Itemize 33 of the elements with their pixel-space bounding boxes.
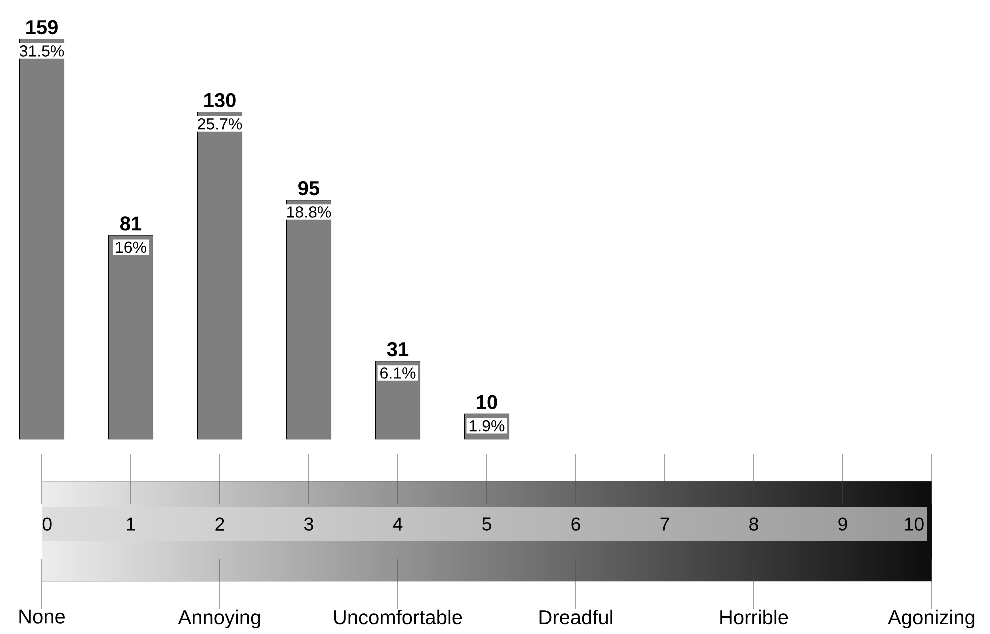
x-tick-label: 1 — [127, 518, 136, 531]
annotation: 31.5% — [20, 46, 64, 57]
annotation: 6.1% — [380, 368, 416, 379]
data-label: 159 — [26, 20, 58, 35]
x-tick-label: 0 — [42, 518, 52, 531]
x-tick-label: 8 — [750, 518, 758, 531]
data-label: 31 — [387, 342, 409, 357]
bar — [19, 39, 65, 440]
x-tick-label: 7 — [660, 518, 670, 531]
data-label: 130 — [204, 93, 236, 108]
data-label: 81 — [120, 216, 142, 231]
data-label: 10 — [477, 395, 498, 410]
text: Dreadful — [540, 610, 612, 625]
text: Agonizing — [888, 610, 975, 629]
text: Horrible — [720, 610, 788, 625]
x-tick-label: 10 — [905, 518, 924, 531]
x-tick-label: 9 — [838, 518, 848, 531]
annotation: 16% — [116, 242, 146, 254]
x-tick-label: 3 — [304, 518, 314, 531]
data-label: 95 — [298, 181, 320, 196]
bar — [197, 112, 243, 440]
x-tick-label: 2 — [216, 518, 224, 531]
x-tick-label: 5 — [482, 518, 492, 531]
bar — [286, 200, 332, 440]
x-tick-label: 4 — [393, 518, 403, 531]
annotation: 18.8% — [288, 206, 332, 218]
annotation: 1.9% — [470, 420, 505, 432]
bar — [108, 235, 154, 440]
annotation: 25.7% — [198, 118, 242, 130]
text: None — [20, 610, 66, 624]
text: Uncomfortable — [334, 610, 462, 625]
x-tick-label: 6 — [572, 518, 580, 531]
text: Annoying — [178, 610, 260, 629]
